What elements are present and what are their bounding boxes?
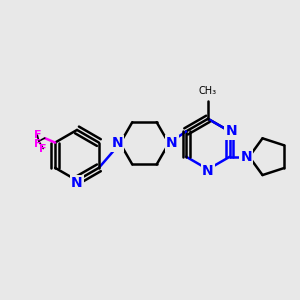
Text: N: N	[166, 136, 178, 150]
Text: F: F	[34, 130, 41, 140]
Text: N: N	[202, 164, 214, 178]
Text: N: N	[226, 124, 237, 138]
Text: N: N	[111, 136, 123, 150]
Text: N: N	[71, 176, 83, 190]
Text: F: F	[40, 143, 47, 154]
Text: F: F	[34, 139, 41, 149]
Text: N: N	[240, 150, 252, 164]
Text: CH₃: CH₃	[199, 85, 217, 96]
